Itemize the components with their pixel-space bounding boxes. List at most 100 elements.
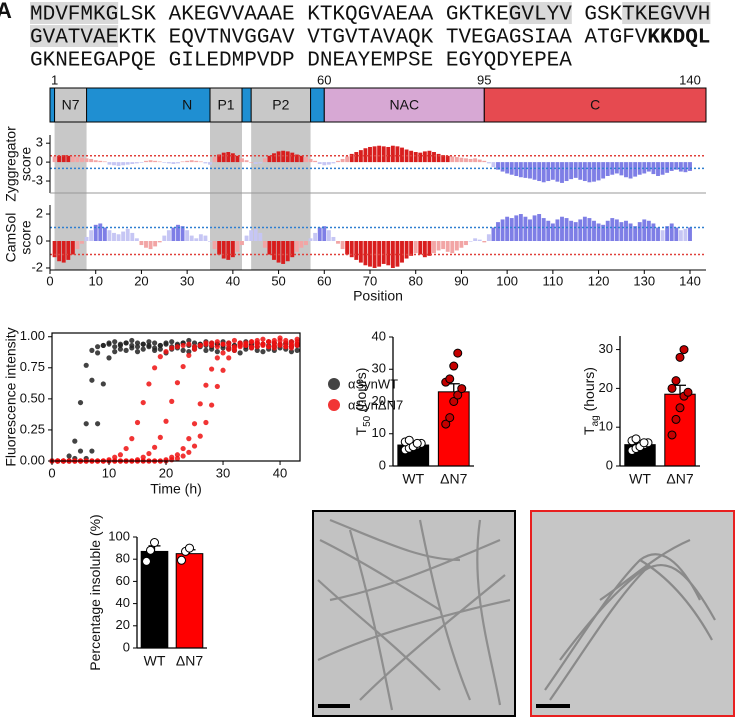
sequence-segment: GVATVAE xyxy=(30,27,118,50)
score-bar xyxy=(381,241,386,264)
x-tick-label: 70 xyxy=(363,273,377,288)
score-bar xyxy=(235,241,240,252)
score-bar xyxy=(148,160,153,163)
y-tick-label: 40 xyxy=(116,595,130,610)
score-bar xyxy=(665,162,670,173)
score-bar xyxy=(619,162,624,176)
domain-label: NAC xyxy=(390,97,420,113)
data-point xyxy=(157,434,163,440)
region-label: P2 xyxy=(272,97,289,113)
data-point xyxy=(140,454,146,460)
data-point xyxy=(214,349,220,355)
score-bar xyxy=(633,162,638,177)
score-bar xyxy=(409,241,414,256)
y-tick-label: 20 xyxy=(599,380,613,395)
data-point xyxy=(169,398,175,404)
score-bar xyxy=(272,241,276,260)
score-bar xyxy=(226,241,231,260)
data-point xyxy=(112,344,118,350)
score-bar xyxy=(560,216,564,242)
y-tick-label: 30 xyxy=(599,341,613,356)
score-bar xyxy=(660,230,665,242)
score-bar xyxy=(331,162,336,164)
score-bar xyxy=(139,162,144,163)
domain xyxy=(323,87,485,123)
domain xyxy=(483,87,707,123)
x-tick-label: 10 xyxy=(88,273,102,288)
data-point xyxy=(441,419,451,429)
score-bar xyxy=(587,162,592,183)
score-bar xyxy=(514,162,519,176)
score-bar xyxy=(537,162,542,182)
score-bar xyxy=(665,226,670,242)
score-bar xyxy=(678,162,683,172)
bar xyxy=(175,553,204,649)
score-bar xyxy=(395,146,400,163)
score-bar xyxy=(569,162,574,180)
score-bar xyxy=(614,219,619,242)
scale-bar xyxy=(536,704,570,708)
y-tick-label: 0.25 xyxy=(20,421,45,436)
data-point xyxy=(277,335,283,341)
region-label: P1 xyxy=(217,97,234,113)
data-point xyxy=(277,342,283,349)
data-point xyxy=(226,346,232,352)
y-tick-label: 60 xyxy=(116,573,130,588)
score-bar xyxy=(171,227,176,242)
score-bar xyxy=(496,222,500,242)
data-point xyxy=(66,453,72,459)
data-point xyxy=(220,367,226,373)
score-bar xyxy=(578,162,583,180)
score-bar xyxy=(253,228,258,242)
score-bar xyxy=(217,154,222,163)
score-bar xyxy=(262,158,267,163)
score-bar xyxy=(628,162,633,179)
score-bar xyxy=(532,162,537,180)
data-point xyxy=(106,340,112,346)
score-bar xyxy=(541,162,546,183)
y-axis-label-part: (hours) xyxy=(581,367,597,415)
data-point xyxy=(254,344,260,350)
score-bar xyxy=(436,153,441,163)
x-tick-label: ΔN7 xyxy=(440,471,467,487)
score-bar xyxy=(610,162,615,175)
data-point xyxy=(191,340,198,346)
data-point xyxy=(186,337,192,344)
data-point xyxy=(174,452,181,458)
x-tick-label: WT xyxy=(402,471,424,487)
data-point xyxy=(186,349,192,355)
score-bar xyxy=(569,220,574,242)
y-axis-label: Percentage insoluble (%) xyxy=(87,514,103,670)
score-bar xyxy=(107,162,112,165)
score-bar xyxy=(496,162,500,170)
score-bar xyxy=(454,157,459,163)
score-bar xyxy=(674,162,679,170)
y-axis-label-part: 50 xyxy=(362,415,373,427)
score-bar xyxy=(491,227,496,242)
legend-label: αSynWT xyxy=(348,376,398,391)
score-bar xyxy=(212,241,217,250)
data-point xyxy=(140,341,146,347)
data-point xyxy=(186,436,192,442)
data-point xyxy=(191,421,198,427)
data-point xyxy=(214,339,220,345)
score-bar xyxy=(678,230,683,242)
score-bar xyxy=(313,232,318,242)
x-tick-label: 20 xyxy=(159,465,173,480)
score-bar xyxy=(89,158,94,163)
score-bar xyxy=(112,232,116,242)
score-bar xyxy=(112,162,116,166)
x-tick-label: 40 xyxy=(226,273,240,288)
data-point xyxy=(260,336,266,342)
x-tick-label: 140 xyxy=(679,273,701,288)
data-point xyxy=(675,352,685,362)
data-point xyxy=(152,365,158,371)
score-bar xyxy=(459,157,464,163)
score-bar xyxy=(482,160,487,163)
score-bar xyxy=(500,219,505,242)
data-point xyxy=(254,347,260,353)
score-bar xyxy=(651,223,656,242)
score-bar xyxy=(578,219,583,242)
data-point xyxy=(237,350,243,356)
y-tick-label: 3 xyxy=(36,135,43,150)
